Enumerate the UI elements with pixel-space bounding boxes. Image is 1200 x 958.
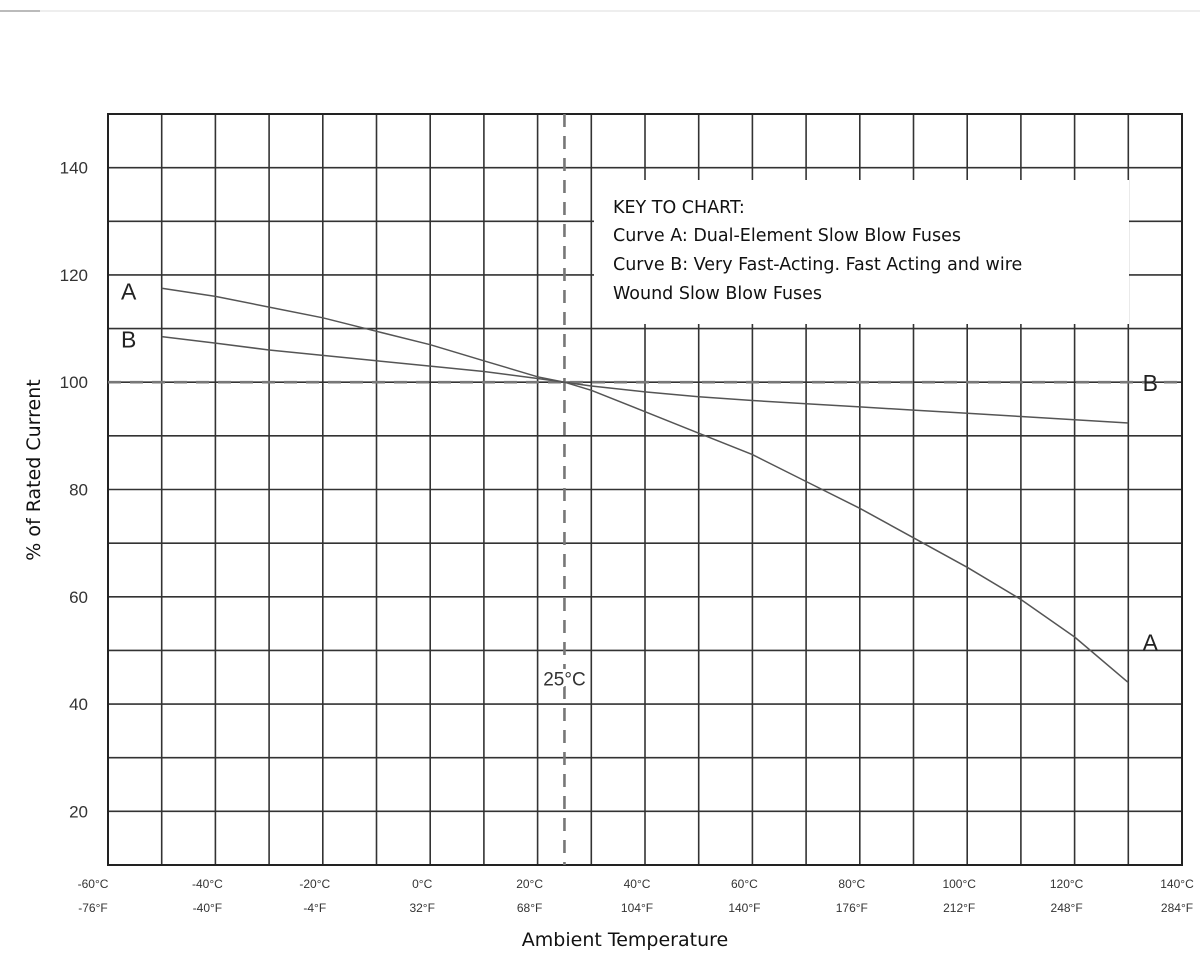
x-tick-label-fahrenheit: -76°F — [78, 901, 107, 915]
x-tick-label-fahrenheit: 284°F — [1161, 901, 1193, 915]
x-tick-label-fahrenheit: 248°F — [1051, 901, 1083, 915]
x-tick-label-fahrenheit: 104°F — [621, 901, 653, 915]
legend-key-line-3: Wound Slow Blow Fuses — [613, 284, 822, 304]
y-tick-label: 120 — [60, 266, 88, 285]
y-tick-label: 20 — [69, 802, 88, 821]
x-axis-title: Ambient Temperature — [522, 929, 728, 951]
x-tick-label-fahrenheit: -40°F — [193, 901, 222, 915]
x-tick-label-celsius: 120°C — [1050, 877, 1084, 891]
legend-key-box: KEY TO CHART: Curve A: Dual-Element Slow… — [594, 180, 1129, 324]
x-tick-label-celsius: 40°C — [624, 877, 651, 891]
series-a-end-label: A — [1143, 629, 1159, 655]
y-tick-label: 80 — [69, 481, 88, 500]
x-tick-label-fahrenheit: 176°F — [836, 901, 868, 915]
x-tick-label-celsius: -40°C — [192, 877, 223, 891]
y-tick-label: 140 — [60, 159, 88, 178]
x-tick-labels: -60°C -76°F -40°C -40°F -20°C -4°F 0°C 32°F 20°C… — [78, 877, 1194, 915]
y-axis-title: % of Rated Current — [23, 379, 45, 560]
x-tick-label-celsius: 80°C — [838, 877, 865, 891]
plot-frame — [107, 113, 1183, 866]
x-tick-label-celsius: 140°C — [1160, 877, 1194, 891]
legend-key-title: KEY TO CHART: — [613, 198, 745, 218]
x-tick-label-fahrenheit: 140°F — [728, 901, 760, 915]
x-tick-label-celsius: 100°C — [942, 877, 976, 891]
series-b-line — [161, 335, 1129, 424]
legend-key-background — [594, 180, 1129, 324]
y-tick-label: 60 — [69, 588, 88, 607]
legend-key-line-1: Curve A: Dual-Element Slow Blow Fuses — [613, 226, 961, 246]
y-tick-labels: 20 40 60 80 100 120 140 — [60, 159, 88, 822]
x-tick-label-fahrenheit: -4°F — [303, 901, 326, 915]
x-tick-label-celsius: -60°C — [78, 877, 109, 891]
reference-lines: 25°C — [108, 114, 1182, 865]
y-tick-label: 40 — [69, 695, 88, 714]
series-a-line — [161, 287, 1129, 684]
legend-key-line-2: Curve B: Very Fast-Acting. Fast Acting a… — [613, 255, 1022, 275]
x-tick-label-celsius: -20°C — [299, 877, 330, 891]
x-tick-label-fahrenheit: 68°F — [517, 901, 542, 915]
series-b-start-label: B — [121, 327, 136, 353]
series-b-end-label: B — [1143, 370, 1158, 396]
x-tick-label-celsius: 0°C — [412, 877, 432, 891]
x-tick-label-celsius: 20°C — [516, 877, 543, 891]
x-tick-label-fahrenheit: 212°F — [943, 901, 975, 915]
series-a-start-label: A — [121, 278, 137, 304]
y-tick-label: 100 — [60, 373, 88, 392]
reference-label-25c: 25°C — [543, 669, 585, 690]
x-tick-label-fahrenheit: 32°F — [409, 901, 434, 915]
x-tick-label-celsius: 60°C — [731, 877, 758, 891]
